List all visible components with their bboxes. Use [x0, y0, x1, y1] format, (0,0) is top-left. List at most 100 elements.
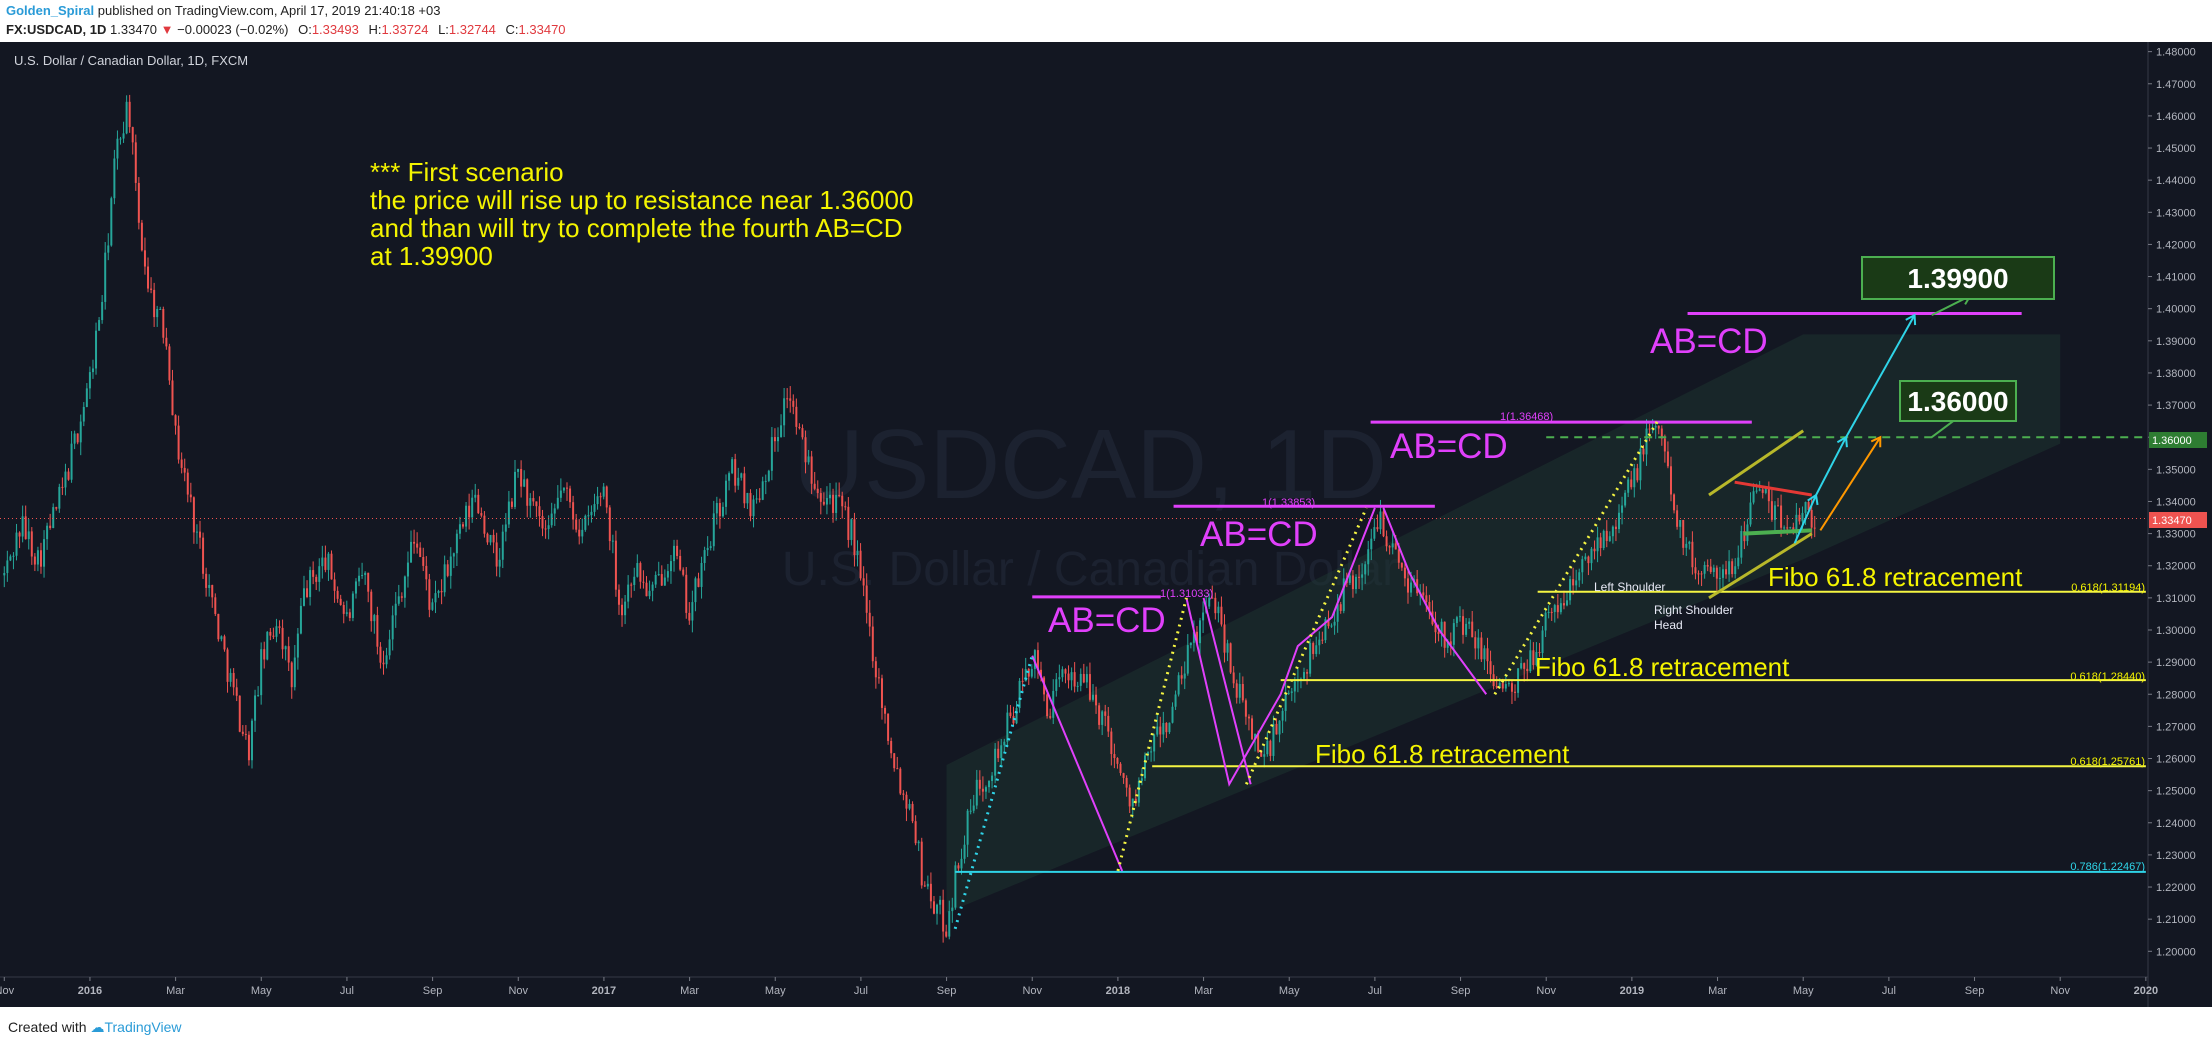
low-value: 1.32744	[448, 22, 496, 37]
candle-up	[654, 574, 657, 585]
chart-footer: Created with ☁TradingView	[0, 1007, 2212, 1044]
candle-up	[1575, 580, 1578, 586]
price-tick-label: 1.27000	[2156, 721, 2196, 733]
candle-up	[52, 507, 55, 529]
candle-up	[309, 570, 312, 598]
tradingview-logo-icon[interactable]: ☁	[90, 1019, 105, 1035]
candle-down	[1471, 621, 1474, 638]
candle-down	[569, 488, 572, 503]
candle-down	[1165, 722, 1168, 733]
candle-up	[694, 578, 697, 603]
candle-down	[1642, 448, 1645, 455]
price-tick-label: 1.21000	[2156, 914, 2196, 926]
candle-down	[315, 576, 318, 582]
axis-marker-resistance: 1.36000	[2149, 432, 2207, 448]
candle-up	[12, 555, 15, 557]
candle-up	[36, 550, 39, 565]
candle-down	[1422, 592, 1425, 596]
candle-up	[1281, 710, 1284, 721]
candle-down	[532, 498, 535, 502]
candle-down	[147, 266, 150, 289]
candle-up	[458, 524, 461, 534]
candle-up	[449, 556, 452, 576]
candle-up	[299, 605, 302, 634]
candle-down	[1244, 700, 1247, 717]
candle-down	[1214, 597, 1217, 614]
arrow-cyan-3	[1845, 314, 1916, 438]
price-tick-label: 1.20000	[2156, 946, 2196, 958]
candle-down	[1040, 669, 1043, 678]
candle-down	[205, 573, 208, 588]
price-tick-label: 1.30000	[2156, 625, 2196, 637]
candle-down	[1462, 616, 1465, 635]
candle-up	[406, 562, 409, 577]
candle-up	[64, 471, 67, 488]
candle-down	[1119, 763, 1122, 774]
high-value: 1.33724	[381, 22, 429, 37]
time-tick-label: 2017	[592, 985, 616, 997]
candle-down	[945, 931, 948, 937]
candle-up	[1718, 577, 1721, 579]
candle-down	[400, 596, 403, 598]
candle-up	[388, 639, 391, 656]
candle-up	[116, 138, 119, 159]
candle-up	[948, 911, 951, 937]
candle-up	[1153, 734, 1156, 752]
candle-up	[1354, 576, 1357, 590]
candle-down	[1657, 425, 1660, 429]
chart-title: U.S. Dollar / Canadian Dollar, 1D, FXCM	[14, 53, 248, 68]
candle-up	[504, 524, 507, 532]
candle-down	[801, 428, 804, 438]
candle-up	[434, 593, 437, 603]
time-tick-label: 2018	[1106, 985, 1130, 997]
candle-down	[1593, 548, 1596, 552]
candle-up	[1061, 669, 1064, 678]
candle-up	[1758, 489, 1761, 491]
candle-up	[250, 720, 253, 761]
candle-up	[636, 563, 639, 577]
candle-up	[260, 649, 263, 696]
candle-down	[214, 597, 217, 614]
candle-up	[1342, 578, 1345, 611]
candle-up	[709, 546, 712, 548]
candle-down	[1691, 541, 1694, 568]
price-tick-label: 1.24000	[2156, 818, 2196, 830]
candle-up	[88, 372, 91, 389]
candle-down	[134, 142, 137, 183]
candle-up	[455, 533, 458, 554]
price-chart[interactable]: U.S. Dollar / Canadian Dollar, 1D, FXCM …	[0, 42, 2212, 1007]
candle-down	[1211, 597, 1214, 599]
candle-down	[370, 591, 373, 622]
candle-up	[257, 695, 260, 697]
candle-down	[1428, 601, 1431, 612]
candle-up	[1238, 683, 1241, 698]
candle-down	[330, 553, 333, 580]
candle-down	[1777, 505, 1780, 507]
candle-up	[1324, 619, 1327, 641]
candle-up	[712, 513, 715, 547]
time-tick-label: Mar	[1194, 985, 1213, 997]
candle-up	[1101, 711, 1104, 725]
candle-down	[565, 487, 568, 489]
author-link[interactable]: Golden_Spiral	[6, 3, 95, 18]
price-tick-label: 1.26000	[2156, 754, 2196, 766]
time-tick-label: Jul	[854, 985, 868, 997]
candle-up	[951, 907, 954, 912]
open-value: 1.33493	[311, 22, 359, 37]
chart-header: Golden_Spiral published on TradingView.c…	[0, 0, 2212, 42]
candle-down	[1538, 651, 1541, 654]
candle-down	[758, 498, 761, 500]
candle-down	[186, 472, 189, 495]
candle-up	[1174, 694, 1177, 707]
candle-down	[902, 793, 905, 795]
candle-up	[1553, 605, 1556, 612]
target-box-1	[1899, 380, 2017, 422]
candle-up	[1186, 645, 1189, 674]
price-tick-label: 1.37000	[2156, 400, 2196, 412]
price-tick-label: 1.29000	[2156, 657, 2196, 669]
price-tick-label: 1.48000	[2156, 47, 2196, 59]
candle-up	[1654, 425, 1657, 428]
tradingview-brand[interactable]: TradingView	[104, 1019, 182, 1035]
candle-up	[1315, 645, 1318, 654]
candle-down	[697, 578, 700, 587]
